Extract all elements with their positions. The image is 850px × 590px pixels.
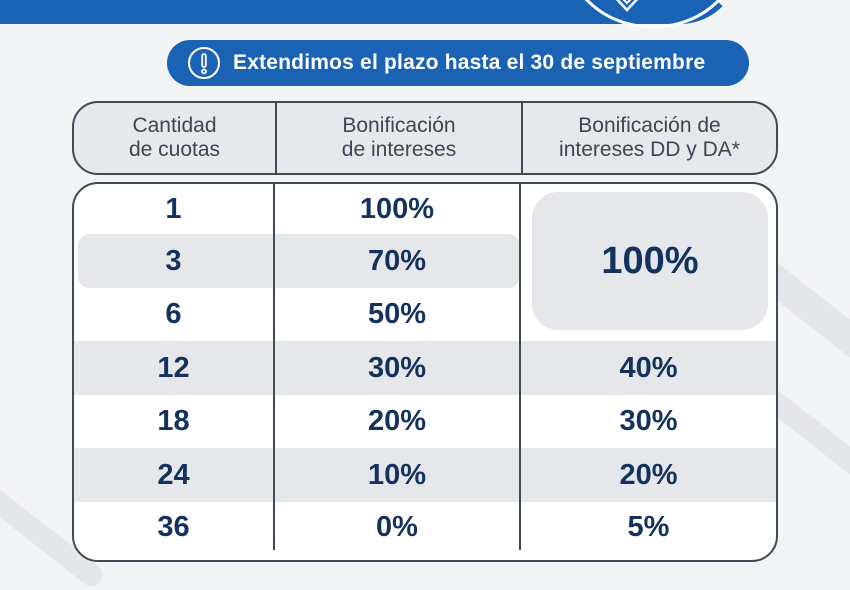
header-cantidad-cuotas: Cantidad de cuotas	[128, 114, 221, 161]
header-bonificacion-intereses: Bonificación de intereses	[341, 114, 457, 161]
cell-cuotas: 36	[157, 510, 190, 543]
cell-bonificacion: 0%	[376, 510, 418, 543]
row-band	[78, 234, 520, 288]
cell-cuotas: 1	[165, 192, 182, 225]
cell-cuotas: 24	[157, 458, 190, 491]
cell-bonificacion: 10%	[367, 458, 427, 491]
column-divider	[273, 184, 275, 550]
exclamation-circle-icon	[188, 47, 220, 79]
cell-cuotas: 12	[157, 351, 190, 384]
top-banner-cutout	[705, 0, 850, 18]
cell-bonificacion: 100%	[359, 192, 435, 225]
cell-bonificacion-dd-da: 40%	[619, 351, 678, 384]
header-bonificacion-dd-da: Bonificación de intereses DD y DA*	[559, 114, 740, 161]
header-divider	[275, 103, 277, 173]
header-divider	[521, 103, 523, 173]
cell-bonificacion: 30%	[367, 351, 427, 384]
cell-bonificacion: 20%	[367, 404, 427, 437]
cell-bonificacion: 50%	[367, 297, 427, 330]
merged-bonificacion-dd-da: 100%	[532, 192, 768, 330]
cell-bonificacion-dd-da: 30%	[619, 404, 678, 437]
deadline-notice: Extendimos el plazo hasta el 30 de septi…	[167, 40, 749, 86]
row-band	[74, 448, 776, 502]
cell-cuotas: 6	[165, 297, 182, 330]
notice-text: Extendimos el plazo hasta el 30 de septi…	[233, 51, 706, 74]
row-band	[74, 341, 776, 395]
cell-cuotas: 18	[157, 404, 190, 437]
cell-bonificacion-dd-da: 5%	[627, 510, 670, 543]
table-header: Cantidad de cuotas Bonificación de inter…	[72, 101, 778, 175]
shield-icon	[616, 0, 638, 12]
cell-bonificacion-dd-da: 20%	[619, 458, 678, 491]
cell-bonificacion: 70%	[367, 244, 427, 277]
column-divider	[519, 184, 521, 550]
cell-cuotas: 3	[165, 244, 182, 277]
